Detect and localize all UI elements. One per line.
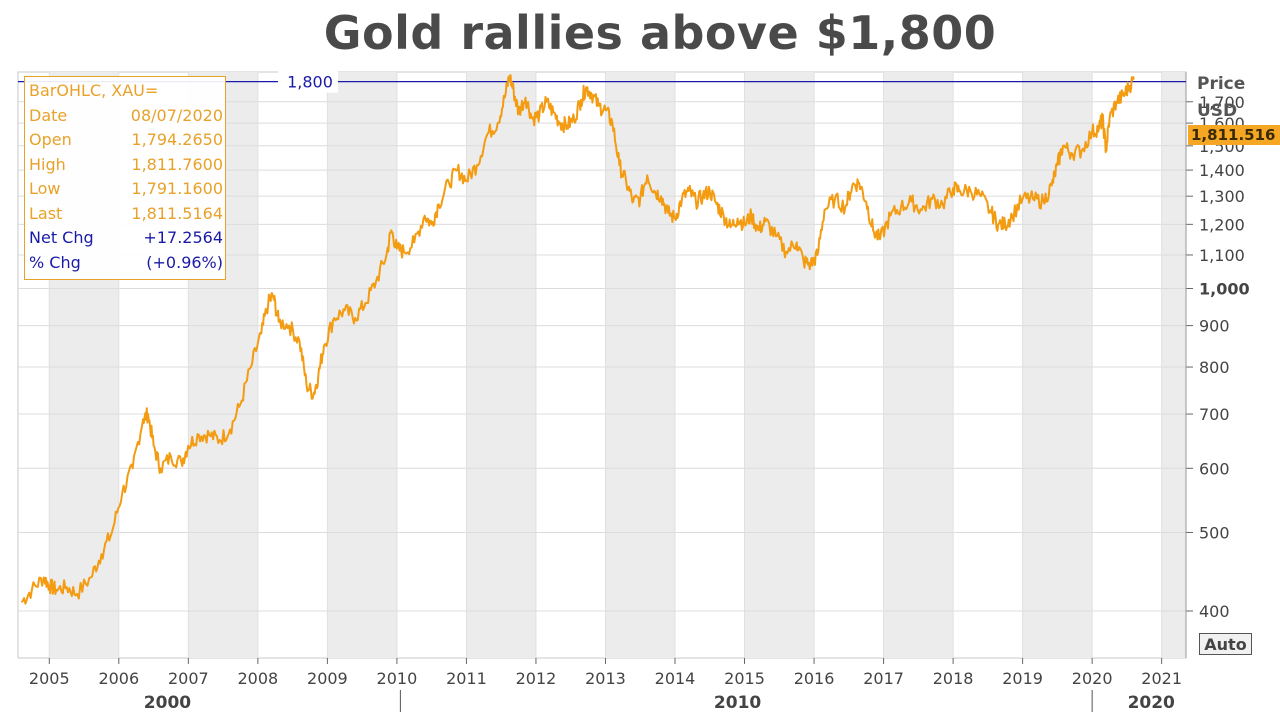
info-value: 1,791.1600 bbox=[131, 179, 223, 198]
info-row-percent-change: % Chg (+0.96%) bbox=[29, 251, 223, 276]
reference-line-label: 1,800 bbox=[287, 73, 333, 92]
gold-price-line bbox=[20, 74, 1135, 605]
reference-label-bg bbox=[278, 70, 338, 93]
info-row-open: Open 1,794.2650 bbox=[29, 128, 223, 153]
decade-label: 2010 bbox=[714, 693, 761, 713]
x-tick-label: 2013 bbox=[585, 669, 626, 688]
year-band bbox=[327, 72, 397, 658]
y-tick-label: 1,300 bbox=[1199, 187, 1245, 206]
info-label: Open bbox=[29, 130, 72, 149]
x-tick-label: 2007 bbox=[168, 669, 209, 688]
info-label: Last bbox=[29, 203, 63, 223]
info-label: BarOHLC, XAU= bbox=[29, 81, 159, 100]
y-tick-label: 600 bbox=[1199, 459, 1230, 478]
x-tick-label: 2016 bbox=[794, 669, 835, 688]
x-tick-label: 2008 bbox=[237, 669, 278, 688]
info-row-instrument: BarOHLC, XAU= bbox=[29, 79, 223, 104]
y-tick-label: 1,400 bbox=[1199, 161, 1245, 180]
y-tick-label: 1,200 bbox=[1199, 215, 1245, 234]
info-value: +17.2564 bbox=[143, 228, 223, 247]
x-tick-label: 2014 bbox=[655, 669, 696, 688]
y-tick-label: 700 bbox=[1199, 405, 1230, 424]
info-value: 1,811.7600 bbox=[131, 154, 223, 174]
x-tick-label: 2011 bbox=[446, 669, 487, 688]
info-label: Date bbox=[29, 105, 68, 125]
x-tick-label: 2005 bbox=[29, 669, 70, 688]
info-value: (+0.96%) bbox=[146, 252, 223, 272]
x-tick-label: 2009 bbox=[307, 669, 348, 688]
x-tick-label: 2021 bbox=[1141, 669, 1182, 688]
year-band bbox=[466, 72, 536, 658]
info-row-last: Last 1,811.5164 bbox=[29, 202, 223, 227]
decade-label: 2020 bbox=[1128, 693, 1175, 713]
last-price-badge: 1,811.516 bbox=[1188, 125, 1280, 145]
info-value: 1,794.2650 bbox=[131, 130, 223, 149]
y-axis-title-price: Price bbox=[1197, 74, 1246, 94]
ohlc-info-box: BarOHLC, XAU= Date 08/07/2020 Open 1,794… bbox=[24, 76, 226, 280]
x-tick-label: 2006 bbox=[98, 669, 139, 688]
info-row-high: High 1,811.7600 bbox=[29, 153, 223, 178]
y-tick-label: 1,000 bbox=[1199, 280, 1250, 299]
x-tick-label: 2010 bbox=[377, 669, 418, 688]
x-tick-label: 2017 bbox=[863, 669, 904, 688]
y-tick-label: 500 bbox=[1199, 523, 1230, 542]
y-tick-label: 1,100 bbox=[1199, 246, 1245, 265]
info-row-net-change: Net Chg +17.2564 bbox=[29, 226, 223, 251]
year-band bbox=[1161, 72, 1186, 658]
y-tick-label: 900 bbox=[1199, 317, 1230, 336]
x-tick-label: 2019 bbox=[1002, 669, 1043, 688]
x-tick-label: 2015 bbox=[724, 669, 765, 688]
info-label: High bbox=[29, 154, 66, 174]
info-value: 1,811.5164 bbox=[131, 203, 223, 223]
info-label: Low bbox=[29, 179, 61, 198]
y-tick-label: 400 bbox=[1199, 602, 1230, 621]
decade-label: 2000 bbox=[144, 693, 191, 713]
chart-title: Gold rallies above $1,800 bbox=[323, 6, 997, 60]
info-row-low: Low 1,791.1600 bbox=[29, 177, 223, 202]
auto-scale-button[interactable]: Auto bbox=[1199, 633, 1252, 655]
y-tick-label: 800 bbox=[1199, 358, 1230, 377]
x-tick-label: 2018 bbox=[933, 669, 974, 688]
y-tick-label: 1,700 bbox=[1199, 93, 1245, 112]
info-label: % Chg bbox=[29, 252, 81, 272]
info-value: 08/07/2020 bbox=[130, 105, 223, 125]
x-tick-label: 2012 bbox=[516, 669, 557, 688]
y-axis-title-currency: USD bbox=[1197, 101, 1238, 121]
info-row-date: Date 08/07/2020 bbox=[29, 104, 223, 129]
x-tick-label: 2020 bbox=[1072, 669, 1113, 688]
year-band bbox=[883, 72, 954, 658]
info-label: Net Chg bbox=[29, 228, 94, 247]
year-band bbox=[605, 72, 675, 658]
year-band bbox=[744, 72, 815, 658]
